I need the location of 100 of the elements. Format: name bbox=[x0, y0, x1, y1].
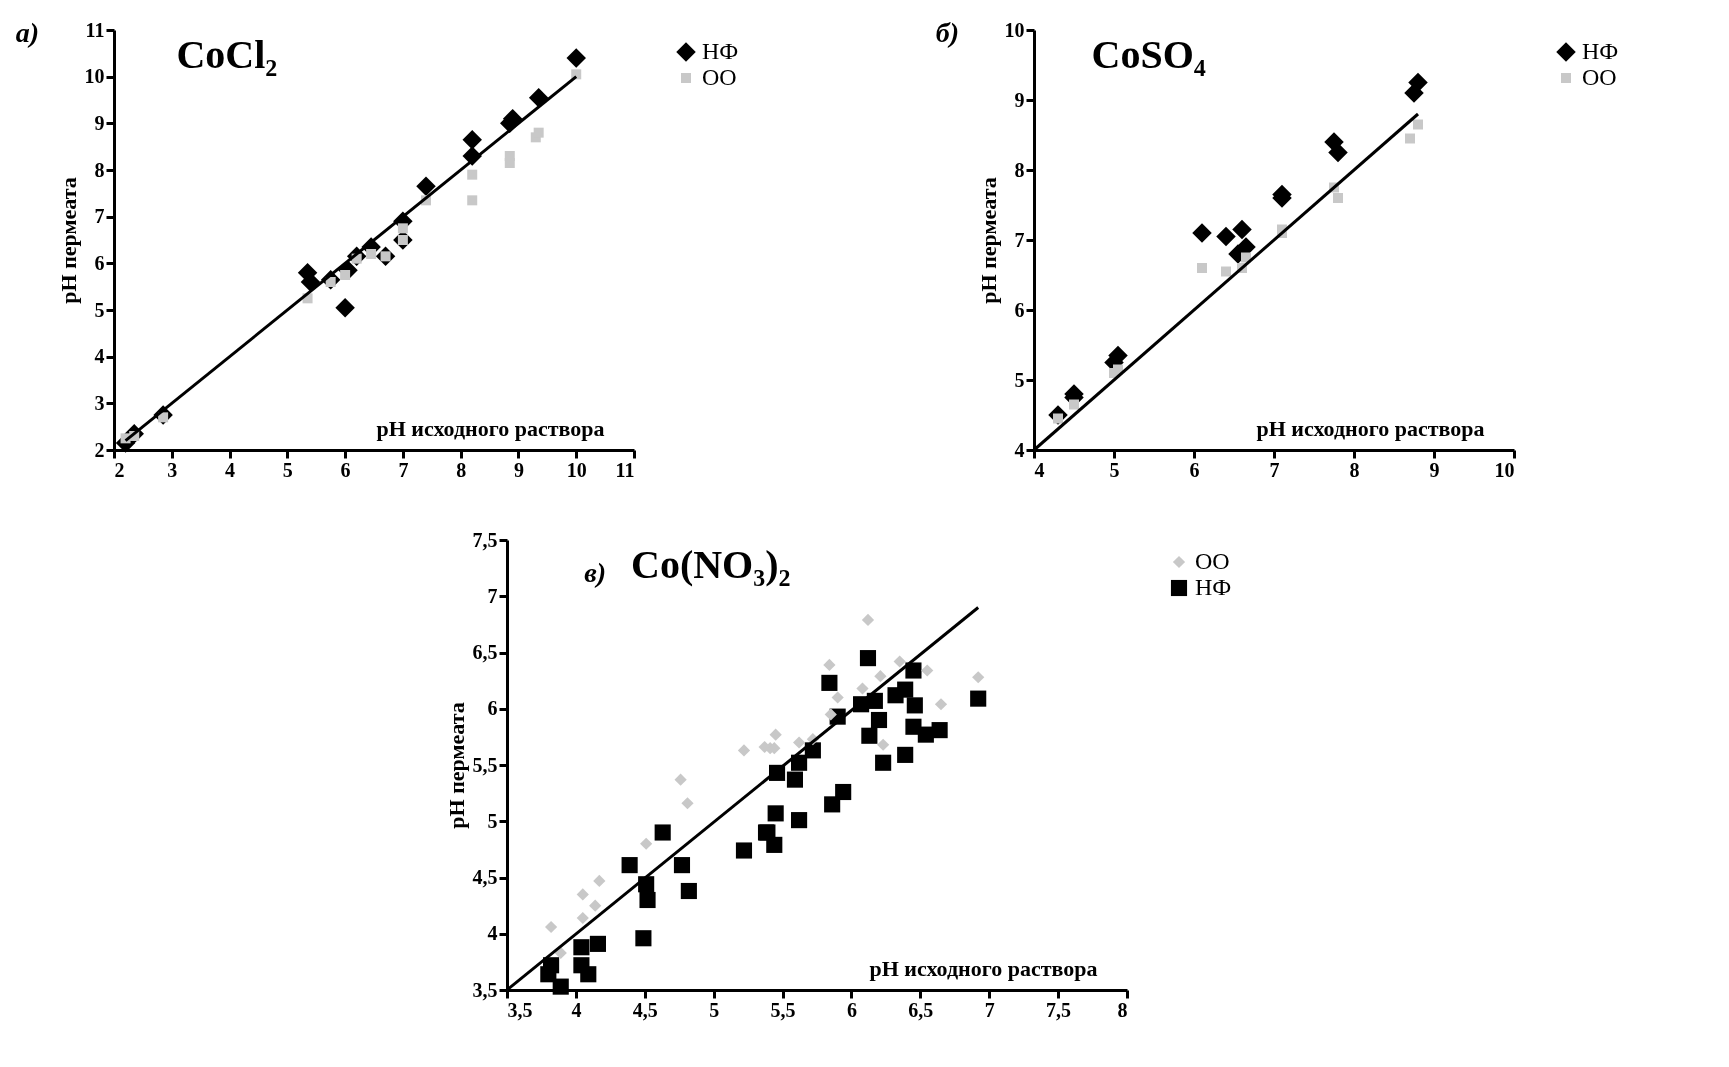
y-tick-label: 7 bbox=[94, 205, 105, 228]
x-tick-label: 5 bbox=[1109, 458, 1120, 481]
point bbox=[680, 882, 697, 900]
point bbox=[593, 874, 606, 887]
point bbox=[621, 857, 638, 874]
point bbox=[504, 151, 515, 161]
legend-label: НФ bbox=[1582, 38, 1619, 64]
point bbox=[635, 930, 652, 947]
point bbox=[897, 681, 914, 698]
x-tick-label: 6 bbox=[846, 998, 857, 1021]
point bbox=[737, 744, 751, 757]
text: а) bbox=[15, 17, 39, 48]
point bbox=[877, 738, 890, 751]
legend-label: ОО bbox=[1582, 64, 1617, 90]
point bbox=[1232, 219, 1252, 240]
point bbox=[571, 69, 582, 80]
point bbox=[821, 674, 838, 691]
y-tick-label: 10 bbox=[84, 65, 105, 88]
point bbox=[580, 966, 597, 983]
point bbox=[786, 771, 804, 788]
x-axis-title: pH исходного раствора bbox=[376, 415, 605, 441]
x-tick-label: 6,5 bbox=[908, 998, 934, 1021]
legend-label: НФ bbox=[1195, 574, 1232, 600]
point bbox=[861, 613, 875, 626]
legend-label: ОО bbox=[1195, 548, 1230, 574]
point bbox=[893, 655, 906, 668]
point bbox=[576, 888, 589, 901]
point bbox=[861, 727, 878, 744]
x-tick-label: 8 bbox=[1117, 998, 1128, 1021]
chart-title: CoCl₂ bbox=[176, 32, 278, 77]
y-tick-label: 10 bbox=[1004, 18, 1025, 41]
x-tick-label: 8 bbox=[456, 458, 467, 481]
y-tick-label: 5 bbox=[94, 298, 105, 321]
point bbox=[654, 824, 671, 841]
x-tick-label: 9 bbox=[513, 458, 524, 481]
y-tick-label: 5,5 bbox=[472, 753, 498, 776]
y-axis-title: pH пермеата bbox=[975, 177, 1001, 304]
point bbox=[416, 176, 436, 197]
point bbox=[397, 223, 408, 234]
point bbox=[1216, 226, 1236, 247]
y-tick-label: 6 bbox=[1014, 298, 1025, 321]
point bbox=[905, 662, 922, 679]
y-tick-label: 6 bbox=[94, 251, 105, 274]
y-tick-label: 3 bbox=[94, 391, 105, 414]
x-tick-label: 5,5 bbox=[770, 998, 796, 1021]
chart-title: Co(NO₃)₂ bbox=[631, 542, 791, 587]
point bbox=[576, 911, 589, 925]
chart-title: CoSO₄ bbox=[1091, 32, 1206, 77]
x-axis-title: pH исходного раствора bbox=[1256, 415, 1485, 441]
point bbox=[573, 939, 590, 956]
y-tick-label: 8 bbox=[94, 158, 105, 181]
point bbox=[1192, 223, 1212, 243]
point bbox=[1413, 119, 1423, 130]
point bbox=[462, 129, 482, 150]
point bbox=[931, 722, 948, 739]
point bbox=[792, 736, 806, 749]
point bbox=[589, 899, 602, 912]
point bbox=[824, 708, 837, 721]
x-tick-label: 5 bbox=[282, 458, 293, 481]
point bbox=[589, 935, 606, 952]
point bbox=[875, 754, 892, 771]
point bbox=[673, 857, 691, 874]
y-tick-label: 3,5 bbox=[472, 978, 498, 1001]
point bbox=[917, 726, 934, 743]
point bbox=[921, 664, 934, 677]
point bbox=[1197, 263, 1207, 273]
point bbox=[674, 773, 687, 786]
point bbox=[335, 297, 355, 318]
x-tick-label: 8 bbox=[1349, 458, 1360, 481]
point bbox=[972, 671, 985, 684]
y-tick-label: 7 bbox=[1014, 228, 1025, 251]
y-tick-label: 4 bbox=[1014, 438, 1025, 461]
x-tick-label: 10 bbox=[566, 458, 587, 481]
x-tick-label: 11 bbox=[615, 458, 635, 481]
point bbox=[533, 127, 544, 138]
y-tick-label: 11 bbox=[85, 18, 105, 41]
point bbox=[1221, 266, 1231, 277]
y-tick-label: 7,5 bbox=[472, 528, 498, 551]
x-axis-title: pH исходного раствора bbox=[869, 955, 1098, 981]
x-tick-label: 6 bbox=[1189, 458, 1200, 481]
point bbox=[767, 805, 784, 822]
y-axis-title: pH пермеата bbox=[55, 177, 81, 304]
y-tick-label: 9 bbox=[1014, 88, 1025, 111]
y-tick-label: 4 bbox=[487, 922, 498, 945]
x-tick-label: 7 bbox=[398, 458, 409, 481]
y-tick-label: 5 bbox=[487, 809, 498, 832]
point bbox=[681, 797, 694, 810]
x-tick-label: 7,5 bbox=[1046, 998, 1072, 1021]
y-axis-title: pH пермеата bbox=[443, 702, 469, 829]
point bbox=[934, 698, 948, 711]
y-tick-label: 9 bbox=[94, 111, 105, 134]
legend-label: ОО bbox=[702, 64, 737, 90]
point bbox=[831, 691, 844, 704]
x-tick-label: 7 bbox=[984, 998, 995, 1021]
point bbox=[769, 728, 782, 741]
point bbox=[824, 796, 841, 813]
point bbox=[874, 670, 887, 683]
point bbox=[566, 48, 586, 68]
y-tick-label: 4,5 bbox=[472, 866, 498, 888]
point bbox=[970, 690, 987, 707]
